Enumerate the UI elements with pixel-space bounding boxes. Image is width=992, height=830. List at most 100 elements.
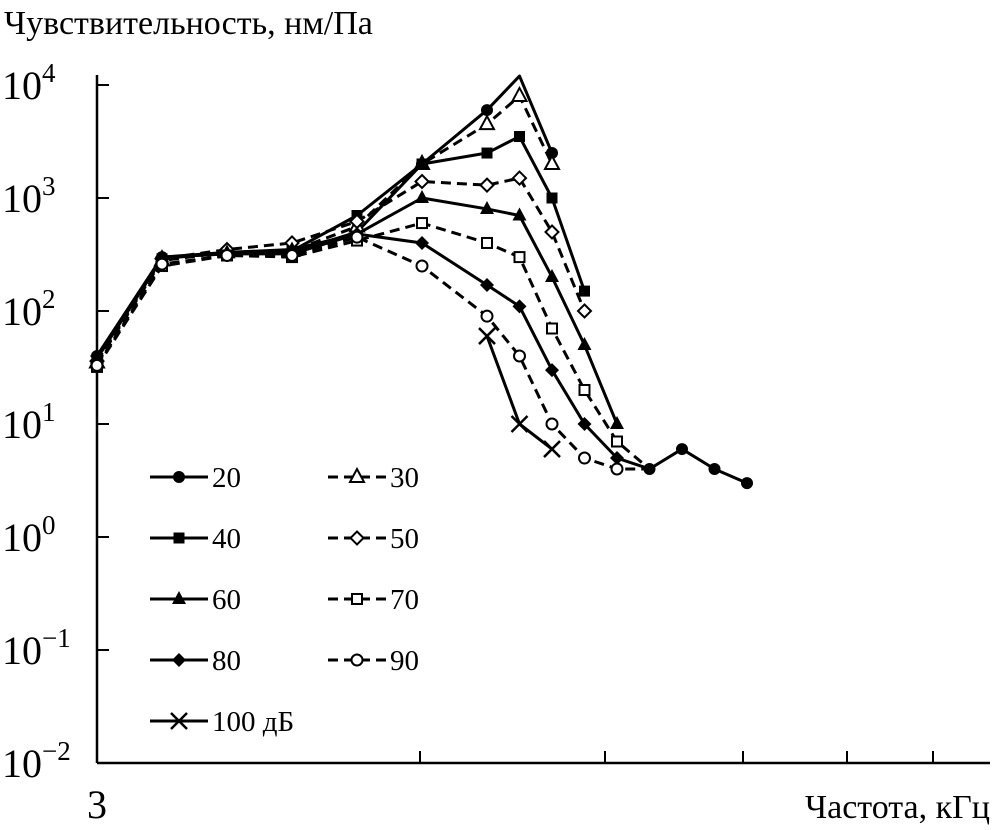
data-point bbox=[350, 230, 364, 244]
data-point bbox=[546, 192, 558, 204]
data-point bbox=[545, 417, 559, 431]
series-90 bbox=[90, 230, 650, 476]
y-tick-label: 101 bbox=[2, 397, 56, 447]
legend-item: 70 bbox=[328, 584, 419, 616]
data-point bbox=[610, 462, 624, 476]
data-point bbox=[676, 443, 688, 456]
data-point bbox=[741, 477, 753, 490]
data-point bbox=[478, 327, 496, 345]
legend-label: 70 bbox=[390, 584, 419, 616]
data-point bbox=[643, 462, 656, 475]
legend-item: 60 bbox=[150, 584, 241, 616]
legend-label: 20 bbox=[212, 462, 241, 494]
series-line bbox=[95, 135, 586, 360]
data-point bbox=[578, 451, 591, 465]
x-axis-title: Частота, кГц bbox=[805, 789, 990, 826]
y-tick-label: 10−2 bbox=[2, 736, 71, 786]
data-point bbox=[478, 114, 496, 131]
legend-label: 80 bbox=[212, 645, 241, 677]
legend-item: 100 дБ bbox=[150, 706, 294, 738]
data-point bbox=[576, 303, 593, 319]
data-point bbox=[415, 190, 429, 203]
data-point bbox=[349, 530, 365, 546]
data-point bbox=[511, 170, 528, 187]
data-point bbox=[415, 259, 429, 273]
plot-area bbox=[88, 74, 753, 490]
data-point bbox=[545, 268, 559, 282]
data-point bbox=[513, 349, 526, 363]
legend-label: 100 дБ bbox=[212, 706, 294, 738]
data-point bbox=[543, 440, 561, 458]
series-30 bbox=[88, 85, 561, 369]
data-point bbox=[480, 277, 494, 292]
data-point bbox=[610, 416, 624, 429]
cross-stroke bbox=[510, 415, 529, 433]
y-ticks: 10−2 10−1 100 101 102 103 104 bbox=[2, 58, 109, 786]
data-point bbox=[578, 383, 591, 396]
data-point bbox=[173, 532, 185, 544]
data-point bbox=[350, 653, 364, 667]
x-tick-label: 3 bbox=[87, 782, 107, 827]
data-point bbox=[481, 236, 493, 249]
data-point bbox=[414, 173, 430, 190]
y-axis-title: Чувствительность, нм/Па bbox=[4, 5, 373, 42]
data-point bbox=[220, 248, 234, 262]
data-point bbox=[481, 147, 493, 159]
series-line bbox=[95, 176, 586, 362]
data-point bbox=[155, 257, 169, 271]
data-point bbox=[416, 158, 428, 170]
legend-item: 80 bbox=[150, 645, 241, 677]
data-point bbox=[348, 466, 366, 483]
legend: 20 30 40 50 60 70 80 90 100 дБ bbox=[150, 462, 419, 738]
data-point bbox=[480, 309, 494, 323]
cross-stroke bbox=[170, 712, 188, 730]
data-point bbox=[285, 248, 299, 262]
data-point bbox=[545, 363, 559, 378]
data-point bbox=[510, 85, 529, 102]
cross-stroke bbox=[478, 327, 496, 345]
data-point bbox=[513, 251, 526, 264]
data-point bbox=[416, 217, 428, 230]
data-point bbox=[512, 207, 527, 221]
legend-label: 50 bbox=[390, 523, 419, 555]
data-point bbox=[546, 322, 558, 335]
data-point bbox=[351, 593, 363, 605]
y-tick-label: 100 bbox=[2, 510, 56, 560]
data-point bbox=[579, 285, 590, 297]
series-line bbox=[648, 447, 748, 485]
data-point bbox=[544, 224, 560, 240]
series-line bbox=[95, 221, 651, 471]
data-point bbox=[514, 131, 525, 143]
axes bbox=[95, 75, 990, 765]
data-point bbox=[708, 462, 721, 475]
series-100-дБ bbox=[478, 327, 561, 458]
legend-item: 20 bbox=[150, 462, 241, 494]
series-line bbox=[95, 94, 554, 364]
data-point bbox=[170, 712, 188, 730]
data-point bbox=[481, 104, 493, 117]
legend-label: 40 bbox=[212, 523, 241, 555]
data-point bbox=[543, 153, 561, 170]
data-point bbox=[415, 235, 429, 250]
data-point bbox=[172, 591, 186, 604]
series-line bbox=[95, 232, 650, 471]
legend-label: 30 bbox=[390, 462, 419, 494]
legend-item: 40 bbox=[150, 523, 241, 555]
data-point bbox=[172, 653, 186, 667]
legend-item: 30 bbox=[328, 462, 419, 494]
cross-stroke bbox=[543, 440, 561, 458]
data-point bbox=[577, 417, 592, 431]
data-point bbox=[510, 415, 529, 433]
data-point bbox=[479, 177, 495, 194]
legend-label: 60 bbox=[212, 584, 241, 616]
legend-item: 50 bbox=[328, 523, 419, 555]
data-point bbox=[90, 358, 104, 372]
data-point bbox=[610, 451, 624, 466]
data-point bbox=[480, 200, 494, 214]
y-tick-label: 104 bbox=[2, 58, 56, 108]
legend-item: 90 bbox=[328, 645, 419, 677]
y-tick-label: 103 bbox=[2, 171, 56, 221]
series-40 bbox=[91, 131, 590, 364]
data-point bbox=[173, 471, 185, 483]
